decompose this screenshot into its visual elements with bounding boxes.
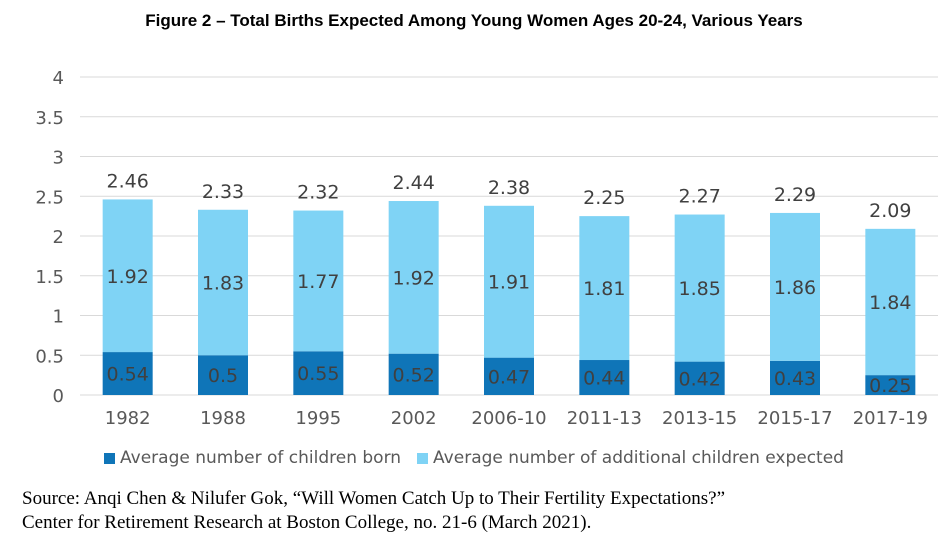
source-line-1: Source: Anqi Chen & Nilufer Gok, “Will W… [22,488,726,509]
bar-expected [674,214,725,362]
data-label-expected: 1.85 [679,278,721,300]
x-category-label: 1982 [105,408,151,429]
data-label-born: 0.25 [869,375,911,397]
legend: Average number of children born Average … [0,448,948,468]
data-label-born: 0.54 [107,364,149,386]
y-tick-label: 3 [53,148,64,169]
x-category-label: 2006-10 [471,408,546,429]
total-label: 2.44 [393,172,435,194]
y-tick-label: 0.5 [35,346,64,367]
source-note: Source: Anqi Chen & Nilufer Gok, “Will W… [22,487,932,535]
bar-expected [770,212,820,361]
legend-item-expected: Average number of additional children ex… [417,448,844,468]
x-category-label: 2011-13 [567,408,642,429]
x-category-label: 2017-19 [853,408,928,429]
total-label: 2.46 [107,170,149,192]
data-label-born: 0.43 [774,368,816,390]
bar-expected [198,209,248,356]
x-category-label: 2002 [391,408,437,429]
y-axis-ticks: 0 0.5 1 1.5 2 2.5 3 3.5 4 [35,68,64,407]
bar-expected [102,199,153,353]
y-tick-label: 2 [53,227,64,248]
data-label-born: 0.44 [583,368,625,390]
bar-born [293,351,344,395]
data-label-expected: 1.81 [583,278,625,300]
x-category-label: 2013-15 [662,408,737,429]
data-label-born: 0.42 [679,368,721,390]
data-label-expected: 1.83 [202,273,244,295]
x-axis-categories: 1982 1988 1995 2002 2006-10 2011-13 2013-15 201… [105,408,928,429]
data-label-expected: 1.77 [297,271,339,293]
bar-born [102,352,153,395]
data-label-expected: 1.86 [774,277,816,299]
y-tick-label: 1.5 [35,267,64,288]
total-label: 2.38 [488,177,530,199]
data-label-expected: 1.92 [107,266,149,288]
data-label-expected: 1.92 [393,267,435,289]
x-category-label: 2015-17 [757,408,832,429]
data-label-born: 0.55 [297,363,339,385]
bar-expected [579,216,630,361]
data-label-expected: 1.91 [488,272,530,294]
bar-expected [484,205,534,358]
total-label: 2.09 [869,200,911,222]
total-label: 2.33 [202,181,244,203]
bar-born [388,353,439,395]
legend-swatch-born [104,452,116,464]
source-line-2: Center for Retirement Research at Boston… [22,512,592,533]
legend-label-born: Average number of children born [120,448,402,468]
legend-item-born: Average number of children born [104,448,401,468]
bars [102,199,916,395]
bar-expected [865,228,916,376]
data-label-expected: 1.84 [869,292,911,314]
y-tick-label: 2.5 [35,187,64,208]
bar-expected [293,210,344,352]
legend-swatch-expected [417,452,429,464]
x-category-label: 1995 [295,408,341,429]
legend-label-expected: Average number of additional children ex… [433,448,844,468]
bar-born [198,355,248,395]
y-tick-label: 1 [53,307,64,328]
data-label-born: 0.5 [208,365,238,387]
bar-born [579,360,630,395]
y-tick-label: 0 [53,386,64,407]
bar-born [770,360,820,395]
x-category-label: 1988 [200,408,246,429]
data-labels: 0.54 1.92 2.46 0.5 1.83 2.33 0.55 1.77 2.32 0.52 1… [107,170,912,397]
bar-expected [388,201,439,354]
total-label: 2.27 [679,186,721,208]
total-label: 2.29 [774,184,816,206]
y-tick-label: 4 [53,68,64,89]
chart-title: Figure 2 – Total Births Expected Among Y… [145,11,803,30]
total-label: 2.25 [583,187,625,209]
stacked-bar-chart: 0 0.5 1 1.5 2 2.5 3 3.5 4 0.54 1.92 2.46 0.5 1.83 2.3… [35,68,938,429]
data-label-born: 0.52 [393,364,435,386]
bar-born [484,357,534,395]
data-label-born: 0.47 [488,366,530,388]
bar-born [865,375,916,395]
y-tick-label: 3.5 [35,108,64,129]
total-label: 2.32 [297,182,339,204]
bar-born [674,361,725,395]
